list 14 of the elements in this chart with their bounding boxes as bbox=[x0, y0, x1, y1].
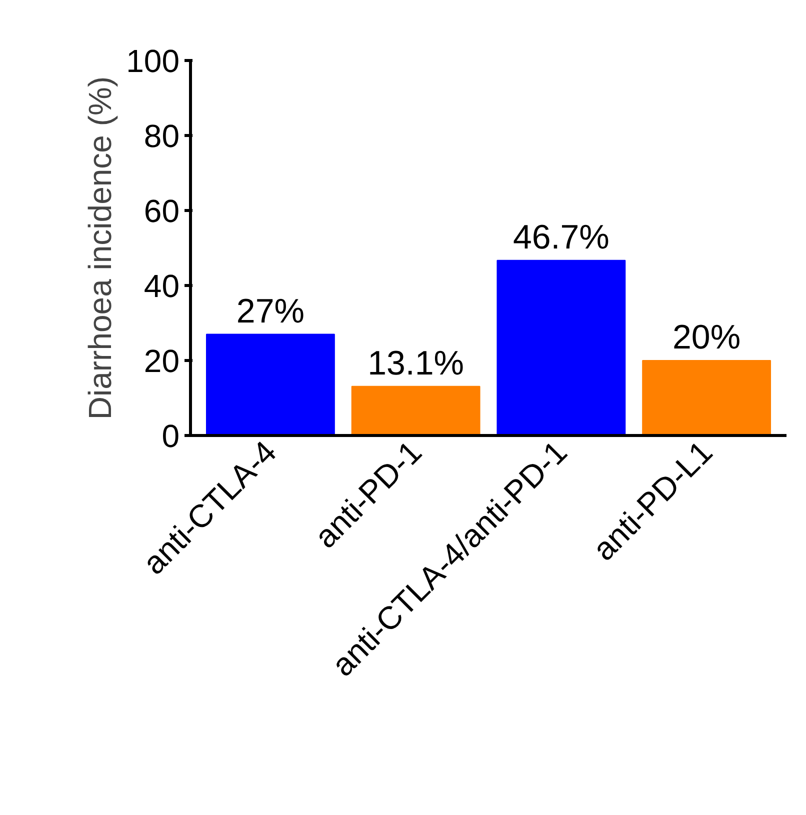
y-tick-label: 100 bbox=[126, 43, 180, 79]
y-tick-label: 20 bbox=[144, 343, 180, 379]
bar bbox=[206, 334, 335, 436]
data-label: 13.1% bbox=[368, 344, 464, 382]
data-label: 46.7% bbox=[512, 218, 610, 256]
y-tick-label: 60 bbox=[144, 193, 180, 229]
data-label: 20% bbox=[672, 318, 741, 356]
data-label: 27% bbox=[236, 292, 304, 330]
bar bbox=[642, 360, 772, 436]
bar bbox=[496, 260, 626, 436]
y-axis-title: Diarrhoea incidence (%) bbox=[82, 76, 118, 420]
y-tick-label: 80 bbox=[144, 118, 180, 154]
y-tick-label: 40 bbox=[144, 268, 180, 304]
bar bbox=[351, 386, 480, 436]
